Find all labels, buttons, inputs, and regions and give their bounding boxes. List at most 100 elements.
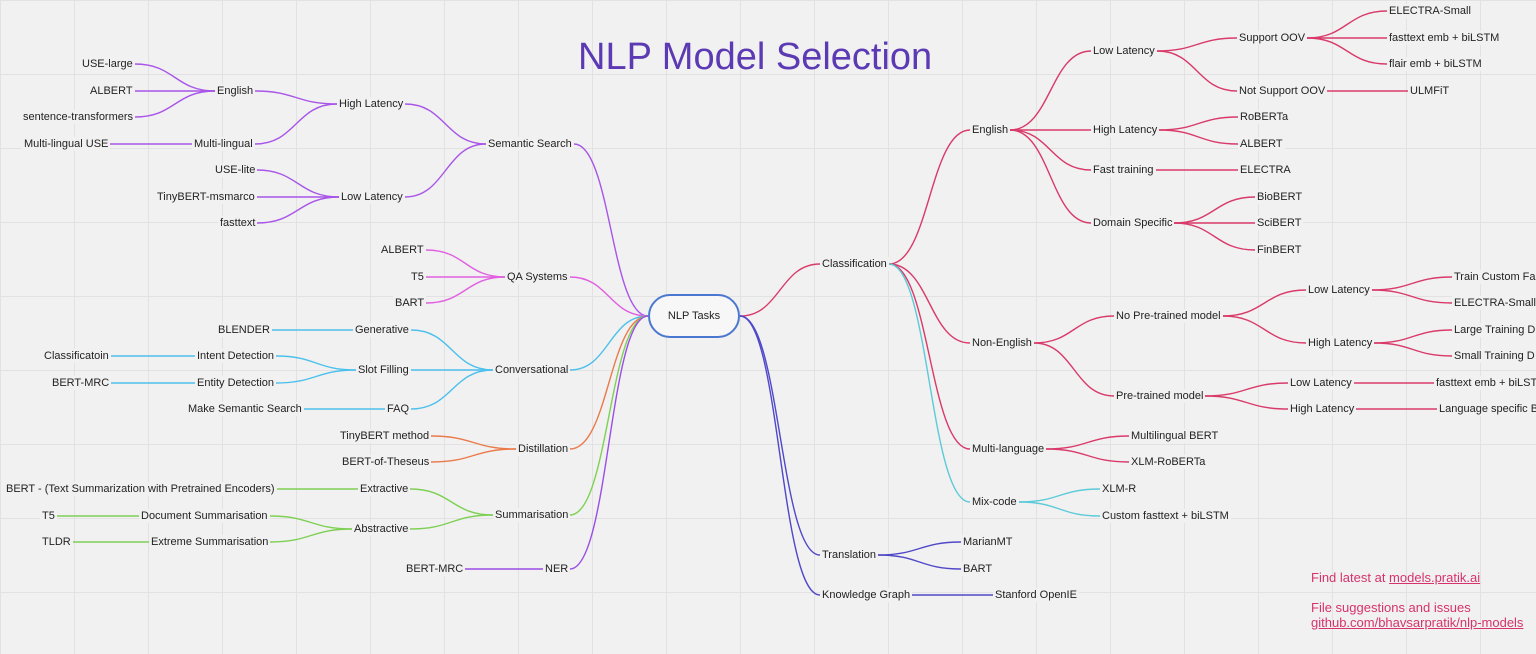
node-distillation-items-1[interactable]: BERT-of-Theseus bbox=[340, 455, 432, 469]
node-classification-label[interactable]: Classification bbox=[820, 257, 889, 271]
node-summarisation-extractive-items-0[interactable]: BERT - (Text Summarization with Pretrain… bbox=[4, 482, 277, 496]
node-classification-english-low-latency-label[interactable]: Low Latency bbox=[1091, 44, 1157, 58]
node-classification-non-english-no-pretrained-high-latency-items-1[interactable]: Small Training D bbox=[1452, 349, 1536, 363]
node-semantic-search-high-latency-english-items-2[interactable]: sentence-transformers bbox=[21, 110, 136, 124]
node-knowledge-graph-items-0[interactable]: Stanford OpenIE bbox=[993, 588, 1079, 602]
node-classification-english-low-latency-support-oov-label[interactable]: Support OOV bbox=[1237, 31, 1308, 45]
node-semantic-search-low-latency-items-1[interactable]: TinyBERT-msmarco bbox=[155, 190, 257, 204]
node-conversational-slot-filling-entity-label[interactable]: Entity Detection bbox=[195, 376, 277, 390]
node-semantic-search-high-latency-multilingual-items-0[interactable]: Multi-lingual USE bbox=[22, 137, 111, 151]
node-translation-items-0[interactable]: MarianMT bbox=[961, 535, 1015, 549]
node-conversational-slot-filling-label[interactable]: Slot Filling bbox=[356, 363, 411, 377]
connector-line bbox=[569, 276, 649, 317]
connector-line bbox=[569, 315, 649, 570]
connector-line bbox=[888, 129, 971, 265]
connector-line bbox=[410, 329, 494, 371]
node-distillation-label[interactable]: Distillation bbox=[516, 442, 571, 456]
node-translation-items-1[interactable]: BART bbox=[961, 562, 995, 576]
connector-line bbox=[1009, 129, 1092, 171]
node-classification-multi-language-label[interactable]: Multi-language bbox=[970, 442, 1047, 456]
node-semantic-search-label[interactable]: Semantic Search bbox=[486, 137, 574, 151]
connector-line bbox=[256, 169, 340, 198]
connector-line bbox=[1204, 395, 1289, 410]
node-classification-english-label[interactable]: English bbox=[970, 123, 1011, 137]
node-classification-non-english-pretrained-low-latency-items-0[interactable]: fasttext emb + biLST bbox=[1434, 376, 1536, 390]
node-summarisation-abstractive-extreme-items-0[interactable]: TLDR bbox=[40, 535, 73, 549]
node-semantic-search-low-latency-label[interactable]: Low Latency bbox=[339, 190, 405, 204]
node-qa-systems-items-1[interactable]: T5 bbox=[409, 270, 426, 284]
node-classification-english-high-latency-items-1[interactable]: ALBERT bbox=[1238, 137, 1285, 151]
footer-models-link[interactable]: models.pratik.ai bbox=[1389, 570, 1481, 585]
node-classification-english-low-latency-not-support-oov-items-0[interactable]: ULMFiT bbox=[1408, 84, 1452, 98]
node-semantic-search-low-latency-items-2[interactable]: fasttext bbox=[218, 216, 258, 230]
node-conversational-faq-items-0[interactable]: Make Semantic Search bbox=[186, 402, 304, 416]
node-conversational-slot-filling-intent-label[interactable]: Intent Detection bbox=[195, 349, 277, 363]
connector-line bbox=[569, 315, 649, 371]
node-qa-systems-items-2[interactable]: BART bbox=[393, 296, 427, 310]
node-summarisation-extractive-label[interactable]: Extractive bbox=[358, 482, 411, 496]
node-classification-english-high-latency-label[interactable]: High Latency bbox=[1091, 123, 1160, 137]
connector-line bbox=[1158, 129, 1239, 145]
node-ner-items-0[interactable]: BERT-MRC bbox=[404, 562, 466, 576]
node-semantic-search-low-latency-items-0[interactable]: USE-lite bbox=[213, 163, 258, 177]
connector-line bbox=[134, 63, 216, 92]
node-qa-systems-label[interactable]: QA Systems bbox=[505, 270, 570, 284]
connector-line bbox=[1371, 289, 1453, 304]
node-classification-mix-code-items-1[interactable]: Custom fasttext + biLSTM bbox=[1100, 509, 1231, 523]
node-classification-non-english-label[interactable]: Non-English bbox=[970, 336, 1034, 350]
node-classification-mix-code-items-0[interactable]: XLM-R bbox=[1100, 482, 1139, 496]
node-classification-non-english-pretrained-low-latency-label[interactable]: Low Latency bbox=[1288, 376, 1354, 390]
node-knowledge-graph-label[interactable]: Knowledge Graph bbox=[820, 588, 913, 602]
node-classification-multi-language-items-1[interactable]: XLM-RoBERTa bbox=[1129, 455, 1208, 469]
node-semantic-search-high-latency-english-items-0[interactable]: USE-large bbox=[80, 57, 135, 71]
node-classification-english-low-latency-support-oov-items-1[interactable]: fasttext emb + biLSTM bbox=[1387, 31, 1502, 45]
node-classification-english-domain-specific-items-1[interactable]: SciBERT bbox=[1255, 216, 1304, 230]
node-conversational-generative-label[interactable]: Generative bbox=[353, 323, 411, 337]
node-classification-english-low-latency-support-oov-items-2[interactable]: flair emb + biLSTM bbox=[1387, 57, 1484, 71]
node-summarisation-abstractive-document-label[interactable]: Document Summarisation bbox=[139, 509, 270, 523]
node-summarisation-abstractive-document-items-0[interactable]: T5 bbox=[40, 509, 57, 523]
node-summarisation-abstractive-label[interactable]: Abstractive bbox=[352, 522, 411, 536]
root-node-nlp-tasks[interactable]: NLP Tasks bbox=[648, 294, 740, 338]
node-semantic-search-high-latency-english-label[interactable]: English bbox=[215, 84, 256, 98]
node-classification-english-domain-specific-label[interactable]: Domain Specific bbox=[1091, 216, 1175, 230]
node-summarisation-abstractive-extreme-label[interactable]: Extreme Summarisation bbox=[149, 535, 271, 549]
node-conversational-slot-filling-entity-items-0[interactable]: BERT-MRC bbox=[50, 376, 112, 390]
node-conversational-slot-filling-intent-items-0[interactable]: Classificatoin bbox=[42, 349, 111, 363]
node-classification-non-english-no-pretrained-high-latency-label[interactable]: High Latency bbox=[1306, 336, 1375, 350]
node-classification-non-english-no-pretrained-low-latency-items-0[interactable]: Train Custom Fas bbox=[1452, 270, 1536, 284]
node-classification-english-fast-training-label[interactable]: Fast training bbox=[1091, 163, 1156, 177]
node-classification-non-english-no-pretrained-label[interactable]: No Pre-trained model bbox=[1114, 309, 1223, 323]
connector-line bbox=[1306, 37, 1388, 65]
node-classification-english-low-latency-support-oov-items-0[interactable]: ELECTRA-Small bbox=[1387, 4, 1473, 18]
node-semantic-search-high-latency-english-items-1[interactable]: ALBERT bbox=[88, 84, 135, 98]
node-ner-label[interactable]: NER bbox=[543, 562, 571, 576]
node-conversational-generative-items-0[interactable]: BLENDER bbox=[216, 323, 272, 337]
node-classification-non-english-no-pretrained-high-latency-items-0[interactable]: Large Training D bbox=[1452, 323, 1536, 337]
node-classification-non-english-pretrained-high-latency-items-0[interactable]: Language specific BI bbox=[1437, 402, 1536, 416]
connector-line bbox=[1373, 342, 1453, 357]
node-translation-label[interactable]: Translation bbox=[820, 548, 879, 562]
node-classification-english-high-latency-items-0[interactable]: RoBERTa bbox=[1238, 110, 1291, 124]
node-distillation-items-0[interactable]: TinyBERT method bbox=[338, 429, 432, 443]
node-summarisation-label[interactable]: Summarisation bbox=[493, 508, 571, 522]
node-semantic-search-high-latency-multilingual-label[interactable]: Multi-lingual bbox=[192, 137, 255, 151]
node-classification-english-fast-training-items-0[interactable]: ELECTRA bbox=[1238, 163, 1293, 177]
node-classification-non-english-no-pretrained-low-latency-items-1[interactable]: ELECTRA-Small bbox=[1452, 296, 1536, 310]
connector-line bbox=[569, 315, 649, 450]
node-conversational-label[interactable]: Conversational bbox=[493, 363, 571, 377]
node-classification-english-low-latency-not-support-oov-label[interactable]: Not Support OOV bbox=[1237, 84, 1328, 98]
connector-line bbox=[569, 315, 649, 516]
node-classification-multi-language-items-0[interactable]: Multilingual BERT bbox=[1129, 429, 1221, 443]
connector-line bbox=[1156, 37, 1238, 52]
node-classification-non-english-pretrained-label[interactable]: Pre-trained model bbox=[1114, 389, 1206, 403]
node-conversational-faq-label[interactable]: FAQ bbox=[385, 402, 412, 416]
node-classification-english-domain-specific-items-0[interactable]: BioBERT bbox=[1255, 190, 1305, 204]
footer-github-link[interactable]: github.com/bhavsarpratik/nlp-models bbox=[1311, 615, 1524, 630]
node-classification-english-domain-specific-items-2[interactable]: FinBERT bbox=[1255, 243, 1304, 257]
node-semantic-search-high-latency-label[interactable]: High Latency bbox=[337, 97, 406, 111]
node-qa-systems-items-0[interactable]: ALBERT bbox=[379, 243, 426, 257]
node-classification-non-english-pretrained-high-latency-label[interactable]: High Latency bbox=[1288, 402, 1357, 416]
node-classification-mix-code-label[interactable]: Mix-code bbox=[970, 495, 1019, 509]
node-classification-non-english-no-pretrained-low-latency-label[interactable]: Low Latency bbox=[1306, 283, 1372, 297]
